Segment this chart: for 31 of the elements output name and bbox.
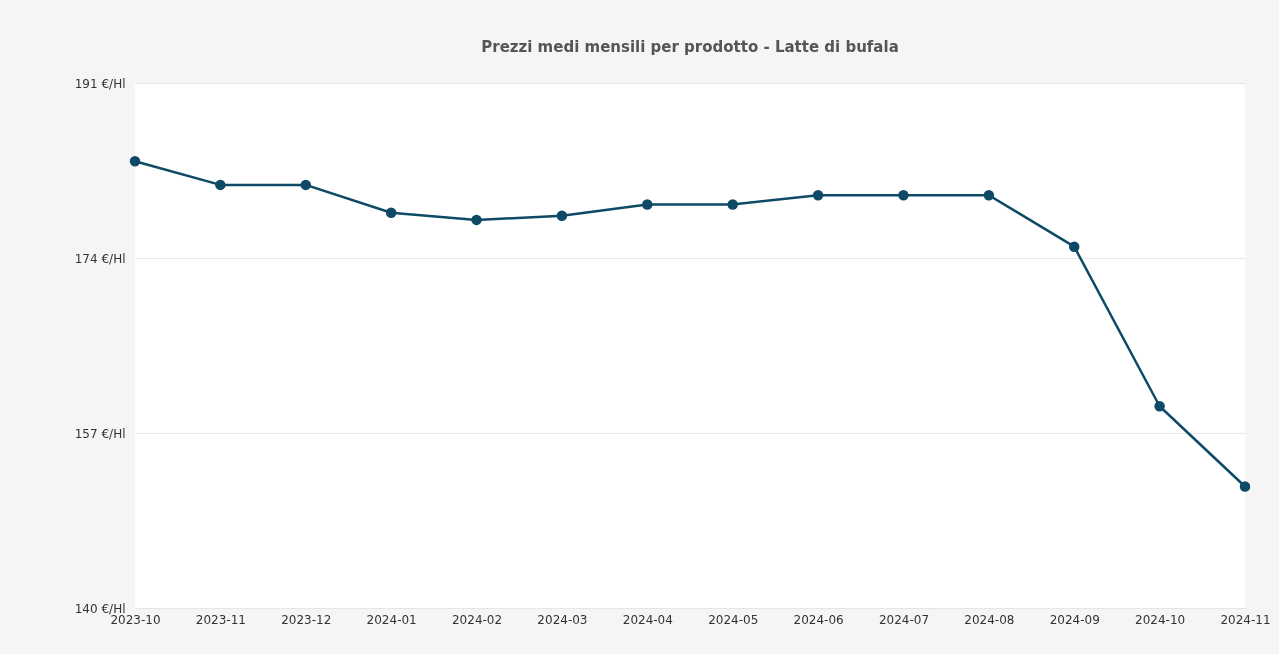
y-tick-label: 174 €/Hl <box>74 251 126 266</box>
point <box>812 189 824 201</box>
point <box>1239 481 1251 492</box>
x-tick-label: 2024-05 <box>708 612 759 627</box>
x-tick-label: 2024-03 <box>537 612 588 627</box>
x-tick-label: 2024-11 <box>1220 612 1271 627</box>
x-tick-label: 2024-02 <box>451 612 503 627</box>
point <box>983 189 995 201</box>
point <box>215 179 226 191</box>
x-tick-label: 2024-10 <box>1135 612 1186 627</box>
point <box>898 189 909 201</box>
chart-title: Prezzi medi mensili per prodotto - Latte di bufala <box>481 38 899 56</box>
point <box>642 199 653 210</box>
point <box>727 199 738 210</box>
point <box>385 207 397 218</box>
x-tick-label: 2024-06 <box>793 612 844 627</box>
x-tick-label: 2023-12 <box>281 612 332 627</box>
x-tick-label: 2023-11 <box>195 612 246 627</box>
x-tick-label: 2024-01 <box>366 612 417 627</box>
point <box>556 210 568 222</box>
point <box>1154 401 1165 412</box>
point <box>300 179 312 191</box>
point <box>129 156 141 167</box>
x-tick-label: 2024-07 <box>878 612 930 627</box>
x-tick-label: 2024-08 <box>964 612 1015 627</box>
y-tick-label: 191 €/Hl <box>74 76 126 91</box>
point <box>1068 241 1080 252</box>
y-tick-label: 157 €/Hl <box>74 426 126 441</box>
x-tick-label: 2024-04 <box>622 612 673 627</box>
x-tick-label: 2024-09 <box>1049 612 1100 627</box>
point <box>471 214 482 226</box>
